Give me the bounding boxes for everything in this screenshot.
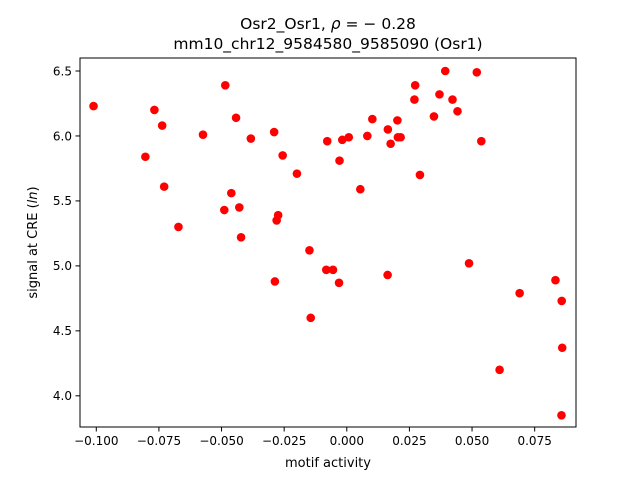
data-point [363,131,372,141]
data-point [246,134,256,143]
data-point [219,205,229,215]
y-tick-label: 6.0 [53,129,72,143]
data-point [174,222,183,232]
data-point [292,169,302,178]
data-point [393,116,402,125]
data-point [410,95,419,104]
x-axis-label: motif activity [285,456,371,471]
data-point [157,121,167,130]
data-point [383,270,392,280]
data-point [220,80,230,90]
data-point [453,106,462,116]
data-point [429,112,439,121]
y-tick-label: 5.5 [53,194,72,208]
data-point [159,182,169,191]
x-tick-label: 0.050 [455,434,489,448]
data-point [305,246,314,255]
data-point [344,132,354,142]
y-tick-label: 5.0 [53,259,72,273]
data-point [557,343,567,353]
data-point [440,66,450,76]
data-point [337,135,347,145]
data-point [150,105,159,115]
data-point [356,184,365,194]
data-point [410,80,420,90]
data-point [383,125,393,134]
x-tick-label: 0.075 [517,434,551,448]
data-point [335,156,344,165]
data-point [515,288,524,298]
data-point [435,90,444,99]
data-point [306,313,316,323]
y-tick-label: 4.5 [53,324,72,338]
data-point [321,265,331,275]
data-point [386,139,395,149]
data-point [557,411,566,420]
data-point [278,151,287,160]
y-axis: 4.0 4.5 5.0 5.5 6.0 6.5 [53,64,80,403]
y-tick-label: 4.0 [53,389,72,403]
x-tick-label: −0.075 [137,434,181,448]
data-point [495,365,504,375]
plot-area [89,66,567,420]
x-tick-label: −0.025 [262,434,306,448]
data-point [448,95,457,104]
data-point [141,152,150,162]
data-point [236,233,246,242]
data-point [557,296,567,306]
data-point [477,136,486,146]
data-point [328,265,338,275]
data-point [89,101,98,111]
chart-title-line2: mm10_chr12_9584580_9585090 (Osr1) [173,35,482,54]
axes-frame [79,57,577,428]
data-point [231,113,241,123]
x-axis: −0.100 −0.075 −0.050 −0.025 0.000 0.025 0.050 0… [74,427,552,448]
data-point [198,130,208,139]
data-point [464,258,474,268]
y-tick-label: 6.5 [53,64,72,78]
data-point [227,188,236,198]
data-point [551,275,560,285]
data-point [269,127,279,137]
y-axis-label: signal at CRE (ln) [26,186,41,298]
data-point [415,170,425,180]
data-point [270,277,280,286]
x-tick-label: −0.050 [199,434,243,448]
x-tick-label: −0.100 [74,434,118,448]
data-point [472,67,482,77]
data-point [235,203,244,212]
data-point [396,132,405,142]
data-point [273,210,283,220]
chart-title-line1: Osr2_Osr1, ρ = − 0.28 [240,15,416,34]
x-tick-label: 0.000 [330,434,364,448]
data-point [334,278,344,288]
data-point [368,114,377,124]
x-tick-label: 0.025 [392,434,426,448]
data-point [322,136,332,146]
